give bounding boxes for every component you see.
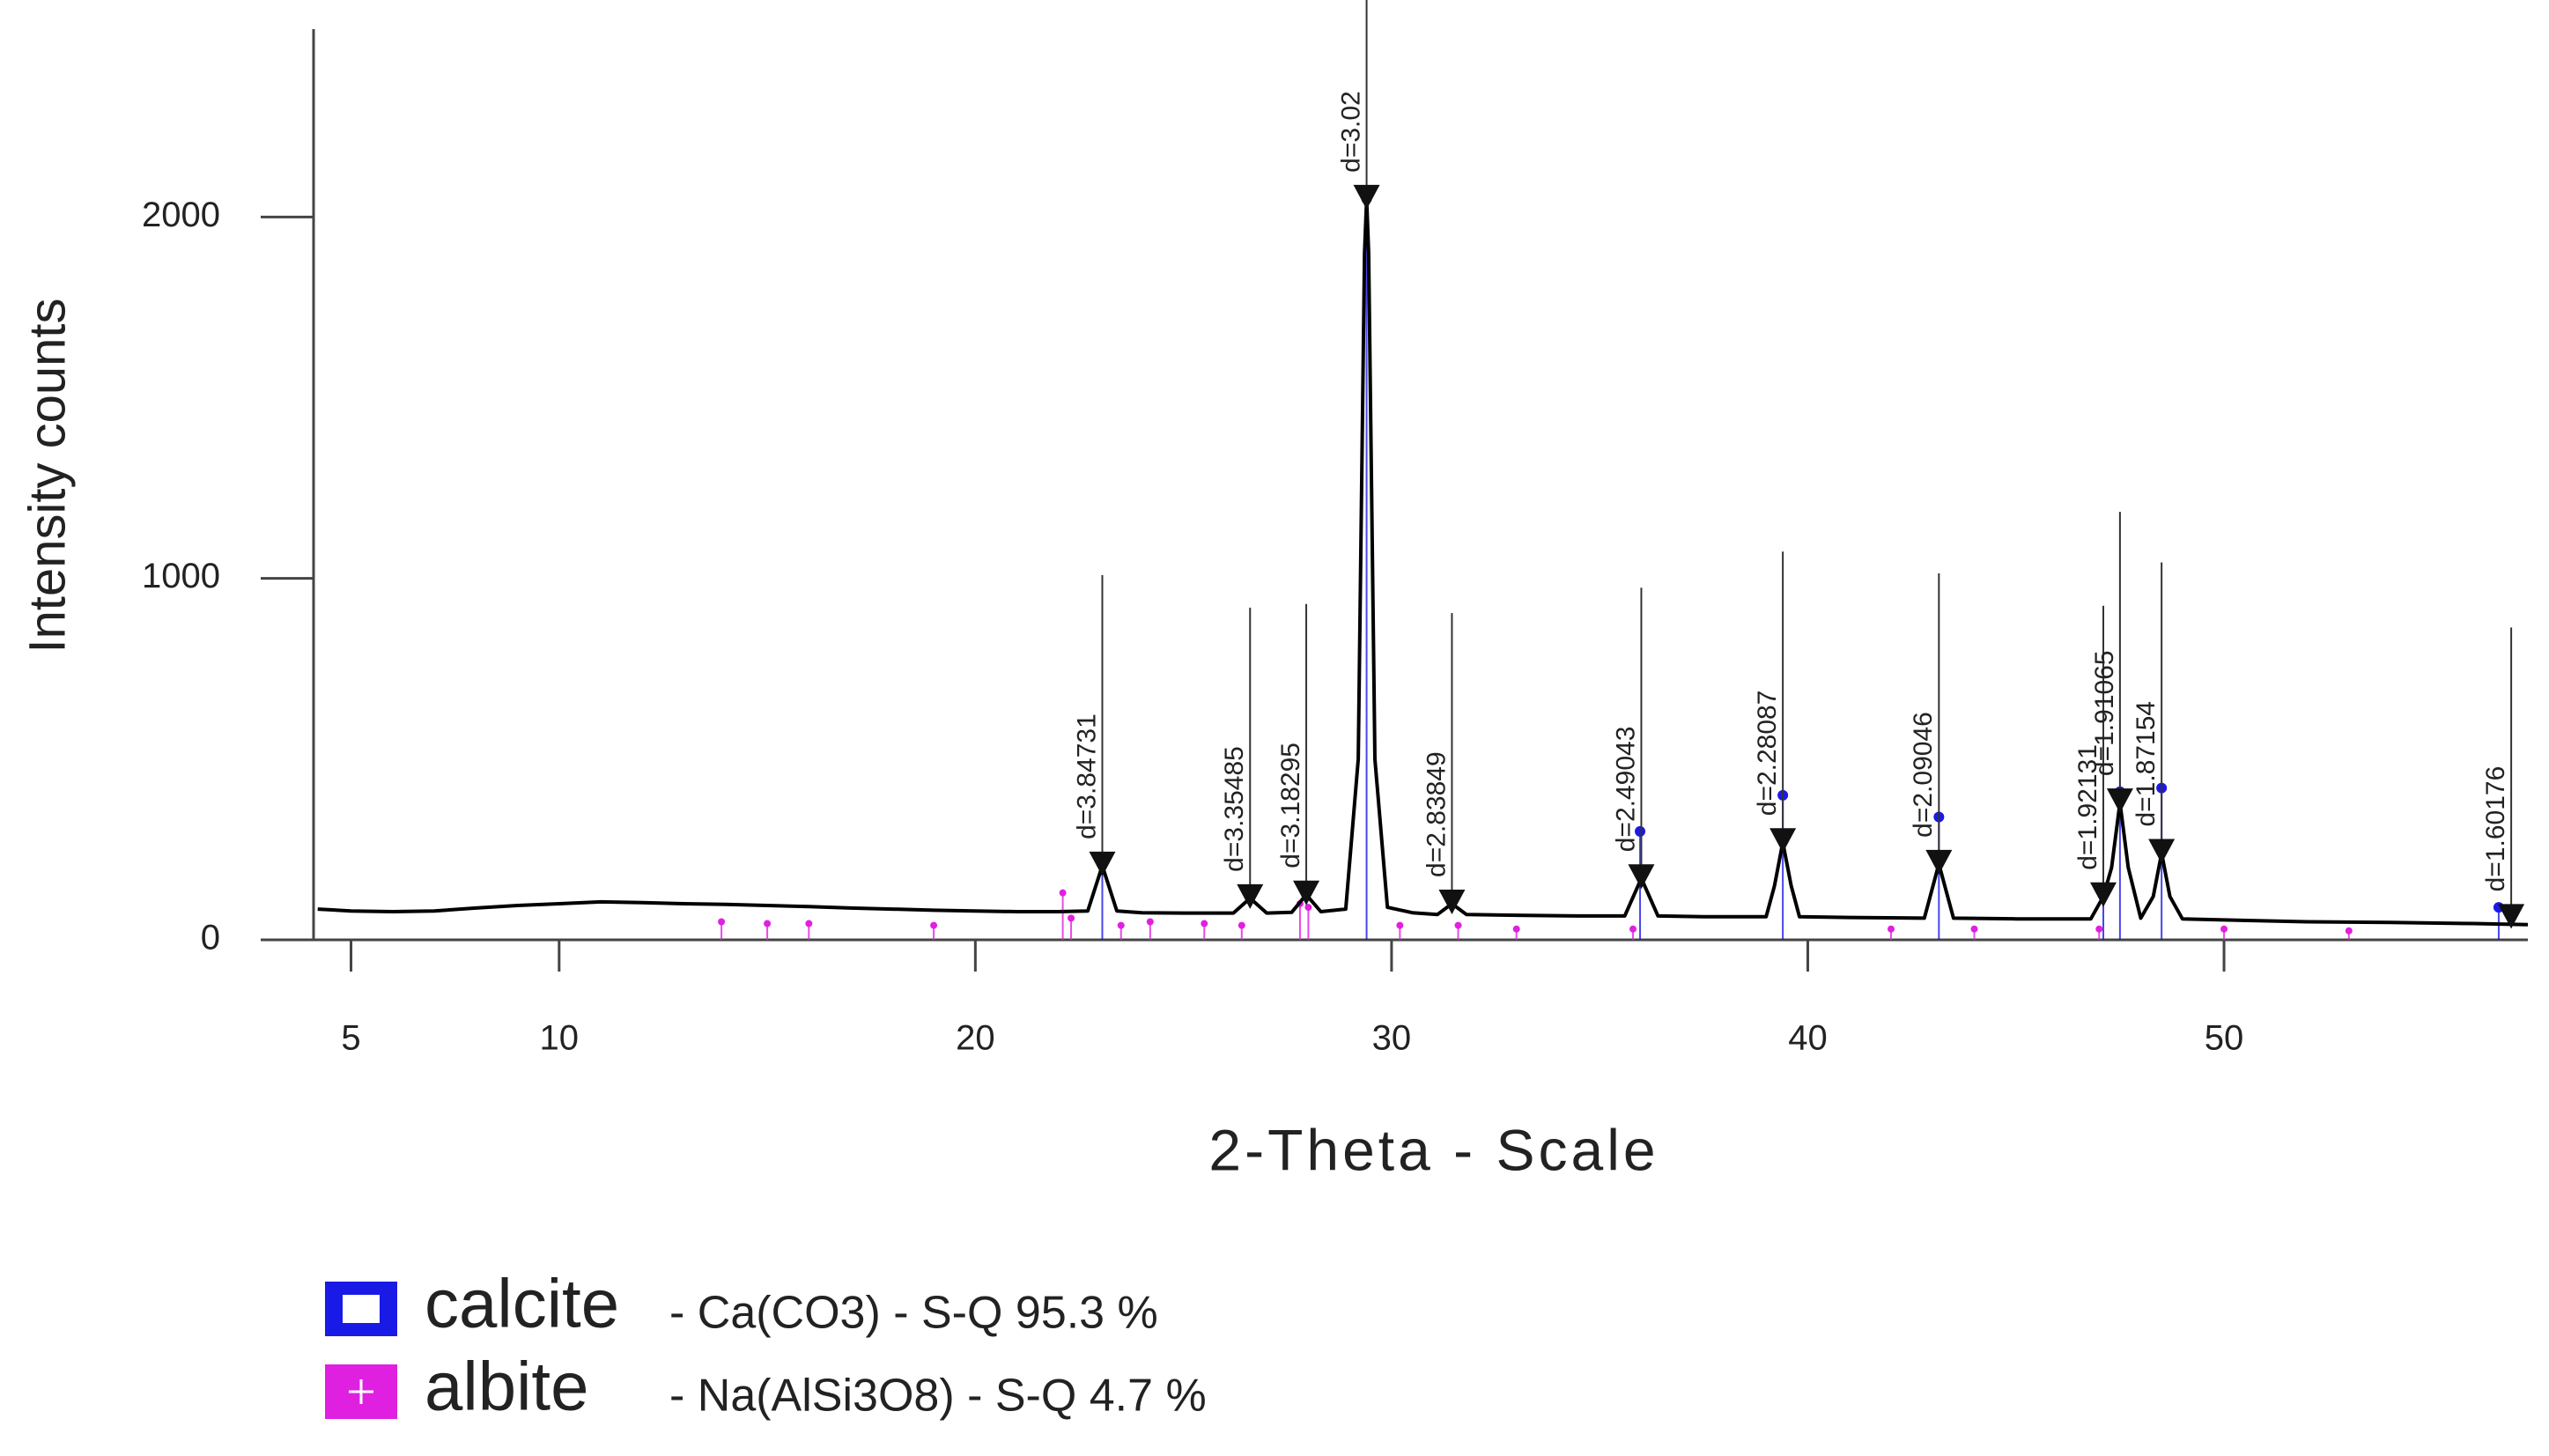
reference-dot	[1059, 889, 1067, 897]
legend-name: calcite	[425, 1265, 619, 1342]
peak-label: d=2.83849	[1422, 751, 1451, 877]
pattern-line	[317, 196, 2529, 927]
peak-marker	[1237, 883, 1264, 909]
peak-marker	[1353, 184, 1380, 210]
reference-dot	[2095, 925, 2103, 933]
reference-dot	[1887, 925, 1895, 933]
peak-marker	[2106, 788, 2133, 814]
reference-dot	[1396, 921, 1404, 929]
y-tick-label: 2000	[142, 196, 220, 234]
y-tick-label: 0	[201, 919, 220, 957]
reference-dot	[1635, 825, 1646, 837]
x-tick-label: 5	[341, 1019, 360, 1058]
reference-dot	[1117, 921, 1125, 929]
reference-dot	[1512, 925, 1520, 933]
peak-label: d=3.02	[1336, 91, 1365, 173]
legend-swatch-inner	[343, 1295, 380, 1323]
peak-marker	[1438, 889, 1466, 914]
reference-dot	[1068, 914, 1075, 922]
x-tick-label: 40	[1788, 1019, 1828, 1058]
reference-dot	[1146, 918, 1154, 926]
reference-dot	[1970, 925, 1978, 933]
peak-marker	[1089, 851, 1116, 876]
peak-marker	[1925, 849, 1953, 875]
peak-label: d=3.84731	[1072, 713, 1101, 839]
peak-label: d=2.09046	[1909, 712, 1938, 838]
legend: calcite - Ca(CO3) - S-Q 95.3 % albite - Na(…	[325, 1265, 1207, 1425]
reference-dot	[1238, 921, 1245, 929]
y-tick-label: 1000	[142, 557, 220, 595]
reference-dot	[1201, 920, 1208, 928]
peak-label: d=3.18295	[1276, 743, 1305, 868]
peak-marker	[1770, 828, 1797, 854]
x-tick-label: 30	[1372, 1019, 1412, 1058]
x-tick-label: 20	[956, 1019, 995, 1058]
reference-dot	[930, 921, 938, 929]
x-tick-label: 50	[2205, 1019, 2244, 1058]
peak-label: d=1.60176	[2481, 766, 2510, 892]
peak-marker	[1628, 864, 1655, 890]
peak-marker	[2148, 839, 2176, 864]
peak-label: d=1.92131	[2073, 744, 2102, 870]
reference-dot	[805, 920, 813, 928]
y-axis-label: Intensity counts	[18, 299, 76, 654]
peak-marker	[2498, 904, 2525, 929]
reference-dot	[1304, 904, 1312, 912]
peak-marker	[2089, 882, 2117, 907]
peak-label: d=2.49043	[1611, 727, 1640, 853]
legend-name: albite	[425, 1348, 588, 1425]
reference-dot	[1454, 921, 1462, 929]
peak-label: d=2.28087	[1753, 691, 1782, 817]
x-tick-label: 10	[540, 1019, 580, 1058]
peak-label: d=3.35485	[1220, 746, 1249, 872]
peak-marker	[1293, 880, 1320, 905]
reference-dot	[1629, 925, 1637, 933]
peak-label: d=1.91065	[2090, 650, 2119, 776]
reference-dot	[764, 920, 772, 928]
peak-label: d=1.87154	[2132, 701, 2161, 827]
reference-dot	[718, 918, 726, 926]
x-axis-label: 2-Theta - Scale	[1208, 1117, 1659, 1182]
reference-dot	[2220, 925, 2228, 933]
legend-formula: - Na(AlSi3O8) - S-Q 4.7 %	[669, 1371, 1207, 1422]
reference-dot	[2345, 927, 2353, 935]
legend-formula: - Ca(CO3) - S-Q 95.3 %	[669, 1288, 1158, 1339]
